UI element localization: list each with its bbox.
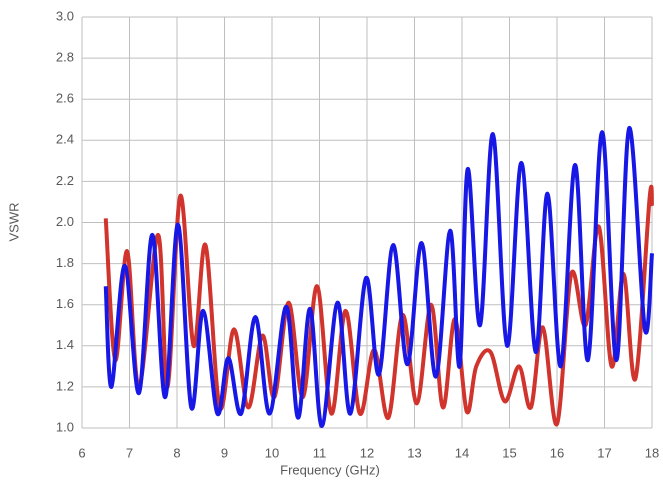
x-tick-label: 12 [360,445,374,460]
x-tick-label: 18 [645,445,659,460]
x-tick-label: 6 [78,445,85,460]
x-tick-label: 9 [221,445,228,460]
y-tick-label: 2.4 [56,132,74,147]
y-axis-title: VSWR [6,203,21,242]
y-tick-label: 1.6 [56,296,74,311]
y-tick-label: 1.2 [56,378,74,393]
y-tick-label: 1.0 [56,419,74,434]
y-tick-label: 2.0 [56,214,74,229]
x-tick-label: 10 [265,445,279,460]
y-tick-label: 2.8 [56,50,74,65]
y-tick-label: 2.6 [56,91,74,106]
x-axis-title: Frequency (GHz) [280,462,380,477]
x-tick-label: 13 [407,445,421,460]
y-tick-label: 1.8 [56,255,74,270]
x-tick-label: 11 [313,445,327,460]
y-tick-label: 2.2 [56,173,74,188]
y-tick-label: 1.4 [56,337,74,352]
x-tick-label: 15 [502,445,516,460]
x-tick-label: 17 [597,445,611,460]
x-tick-label: 7 [126,445,133,460]
series-line [103,125,654,428]
x-tick-label: 8 [173,445,180,460]
x-tick-label: 14 [455,445,469,460]
y-tick-label: 3.0 [56,8,74,23]
x-tick-label: 16 [550,445,564,460]
